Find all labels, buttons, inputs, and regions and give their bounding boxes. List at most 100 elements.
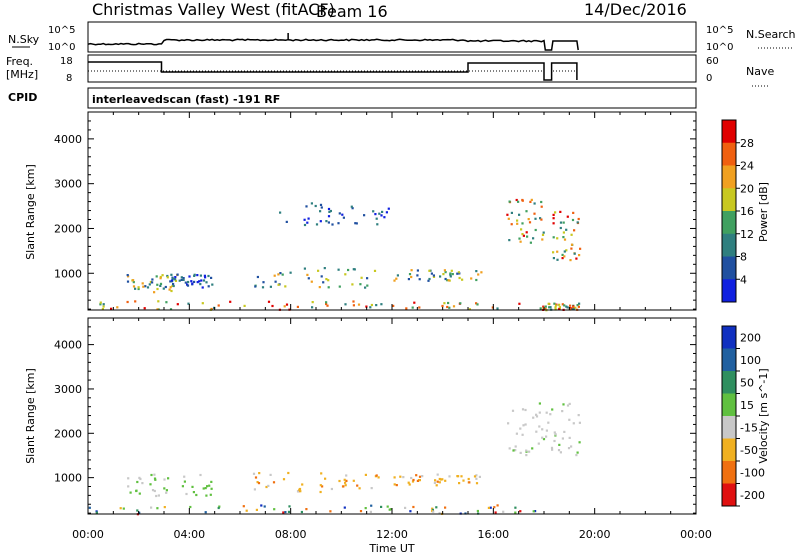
scatter-cell (579, 247, 582, 250)
scatter-cell (306, 221, 309, 224)
nsearch-tick-top: 10^5 (706, 25, 733, 36)
scatter-cell (525, 210, 528, 213)
scatter-cell (477, 273, 480, 276)
scatter-cell (325, 278, 328, 281)
scatter-cell (135, 489, 138, 492)
scatter-cell (323, 267, 326, 270)
scatter-cell (570, 445, 573, 448)
scatter-cell (528, 450, 531, 453)
scatter-cell (557, 308, 561, 311)
scatter-cell (418, 475, 422, 478)
velocity-xticks (87, 318, 697, 514)
colorbar-tick-label: -200 (740, 489, 765, 502)
scatter-cell (331, 223, 334, 226)
scatter-cell (527, 218, 530, 221)
scatter-cell (364, 507, 367, 510)
scatter-cell (373, 269, 377, 272)
scatter-cell (170, 289, 173, 293)
scatter-cell (475, 278, 478, 282)
scatter-cell (375, 474, 378, 477)
colorbar-segment (722, 279, 736, 303)
scatter-cell (174, 276, 177, 279)
scatter-cell (159, 284, 162, 287)
scatter-cell (299, 490, 302, 493)
scatter-cell (447, 301, 450, 305)
scatter-cell (435, 506, 438, 509)
scatter-cell (319, 490, 322, 494)
nave-tick-top: 60 (706, 56, 719, 67)
scatter-cell (127, 275, 130, 278)
scatter-cell (193, 280, 196, 283)
scatter-cell (205, 494, 208, 497)
scatter-cell (300, 510, 303, 514)
beam-label: Beam 16 (316, 2, 388, 21)
scatter-cell (184, 281, 187, 284)
scatter-cell (141, 282, 144, 285)
scatter-cell (561, 253, 564, 256)
scatter-cell (99, 301, 102, 304)
scatter-cell (296, 490, 300, 493)
scatter-cell (566, 306, 569, 309)
scatter-cell (327, 221, 330, 224)
scatter-cell (263, 505, 266, 508)
scatter-cell (381, 210, 384, 213)
power-colorbar: 4 8 12 16 20 24 28 (721, 119, 754, 303)
scatter-cell (520, 228, 523, 231)
scatter-cell (156, 308, 159, 311)
date-label: 14/Dec/2016 (584, 0, 687, 19)
scatter-cell (524, 408, 527, 412)
scatter-cell (344, 484, 347, 487)
scatter-cell (444, 277, 447, 281)
scatter-cell (169, 286, 172, 289)
ytick-label: 1000 (54, 472, 82, 485)
scatter-cell (134, 300, 137, 303)
scatter-cell (516, 222, 519, 225)
scatter-cell (172, 283, 175, 286)
scatter-cell (378, 212, 381, 215)
scatter-cell (245, 509, 248, 512)
scatter-cell (572, 422, 575, 425)
scatter-cell (267, 300, 271, 303)
scatter-cell (428, 269, 431, 272)
scatter-cell (552, 213, 555, 216)
scatter-cell (191, 485, 194, 488)
colorbar-segment (722, 348, 736, 372)
velocity-cbar-label: Velocity [m s^-1] (757, 368, 770, 463)
scatter-cell (273, 508, 276, 511)
scatter-cell (515, 198, 518, 202)
scatter-cell (537, 442, 540, 445)
scatter-cell (554, 211, 557, 214)
scatter-cell (421, 475, 424, 478)
scatter-cell (496, 504, 499, 507)
scatter-cell (380, 505, 383, 508)
scatter-cell (265, 485, 268, 489)
scatter-cell (541, 233, 545, 236)
scatter-cell (261, 286, 265, 289)
colorbar-tick-label: 24 (740, 160, 754, 173)
scatter-cell (559, 226, 562, 230)
colorbar-tick-label: -100 (740, 466, 765, 479)
freq-frame (87, 54, 697, 83)
scatter-cell (254, 285, 257, 288)
scatter-cell (102, 305, 105, 308)
scatter-cell (572, 306, 575, 309)
scatter-cell (281, 273, 284, 276)
scatter-cell (446, 279, 449, 282)
scatter-cell (163, 478, 166, 481)
velocity-panel: 1000 2000 3000 4000 Slant Range [km] 200 100… (24, 317, 770, 516)
scatter-cell (557, 449, 561, 452)
scatter-cell (538, 402, 541, 405)
scatter-cell (507, 422, 510, 425)
scatter-cell (182, 277, 185, 280)
scatter-cell (322, 281, 325, 284)
scatter-cell (329, 209, 332, 213)
scatter-cell (457, 475, 460, 478)
scatter-cell (122, 507, 125, 510)
scatter-cell (343, 506, 346, 509)
scatter-cell (565, 249, 568, 252)
freq-panel: Freq. [MHz] 18 8 60 0 Nave (6, 54, 774, 87)
scatter-cell (525, 449, 528, 452)
scatter-cell (326, 304, 329, 307)
scatter-cell (318, 286, 321, 289)
nsky-tick-bottom: 10^0 (48, 42, 75, 53)
